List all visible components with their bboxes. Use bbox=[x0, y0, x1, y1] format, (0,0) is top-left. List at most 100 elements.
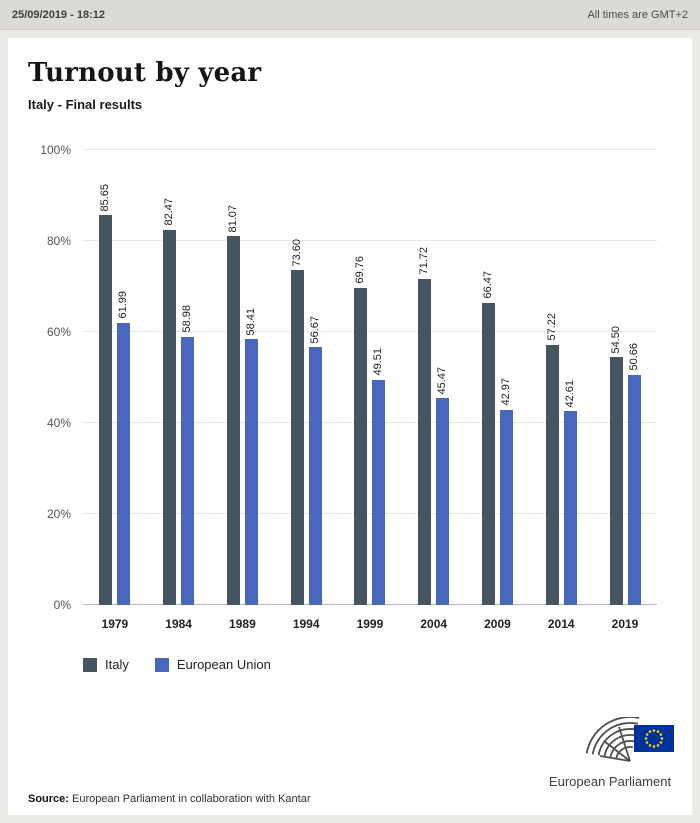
bar-italy-1989[interactable] bbox=[226, 236, 240, 605]
bar-column: 85.65 bbox=[99, 183, 113, 605]
legend: Italy European Union bbox=[83, 657, 692, 672]
bar-column: 57.22 bbox=[545, 313, 559, 605]
gridline bbox=[83, 604, 657, 605]
bar-column: 56.67 bbox=[308, 315, 322, 605]
bar-italy-2004[interactable] bbox=[418, 278, 432, 605]
source-text: European Parliament in collaboration wit… bbox=[68, 793, 311, 805]
bar-value-label: 45.47 bbox=[436, 366, 449, 395]
x-axis-label-2019: 2019 bbox=[611, 617, 639, 631]
ep-logo-text: European Parliament bbox=[548, 774, 672, 789]
bar-column: 42.97 bbox=[499, 378, 513, 605]
bar-group-1994: 73.60 56.67 bbox=[290, 238, 322, 605]
timestamp: 25/09/2019 - 18:12 bbox=[12, 8, 105, 21]
bar-value-label: 50.66 bbox=[627, 342, 640, 371]
bar-value-label: 71.72 bbox=[418, 247, 431, 275]
bar-column: 81.07 bbox=[226, 204, 240, 605]
x-axis-label-1989: 1989 bbox=[229, 617, 256, 631]
bar-group-1979: 85.65 61.99 bbox=[99, 183, 131, 605]
bar-column: 61.99 bbox=[117, 291, 131, 605]
bar-group-2009: 66.47 42.97 bbox=[481, 271, 513, 605]
bar-value-label: 54.50 bbox=[609, 325, 622, 354]
bar-value-label: 56.67 bbox=[308, 315, 321, 344]
gridline bbox=[83, 331, 657, 332]
bar-value-label: 69.76 bbox=[354, 256, 367, 284]
bar-italy-1979[interactable] bbox=[99, 215, 113, 605]
gridline bbox=[83, 422, 657, 423]
x-axis-label-1979: 1979 bbox=[101, 617, 129, 631]
bar-column: 71.72 bbox=[418, 247, 432, 605]
y-axis-tick: 40% bbox=[46, 416, 71, 430]
eu-flag-icon bbox=[634, 725, 674, 752]
bar-column: 49.51 bbox=[372, 348, 386, 605]
bar-column: 69.76 bbox=[354, 256, 368, 605]
legend-swatch bbox=[154, 657, 169, 672]
bar-european-union-1994[interactable] bbox=[308, 347, 322, 605]
bar-value-label: 42.61 bbox=[563, 379, 576, 408]
bar-value-label: 82.47 bbox=[163, 198, 176, 226]
bar-italy-2019[interactable] bbox=[609, 357, 623, 605]
legend-item-european-union[interactable]: European Union bbox=[154, 657, 271, 672]
bar-italy-2009[interactable] bbox=[481, 302, 495, 605]
source-line: Source: European Parliament in collabora… bbox=[28, 793, 311, 805]
bar-value-label: 57.22 bbox=[545, 313, 558, 341]
x-axis-label-1994: 1994 bbox=[292, 617, 320, 631]
bar-european-union-1989[interactable] bbox=[244, 339, 258, 605]
source-label: Source: bbox=[28, 793, 69, 805]
bar-group-1984: 82.47 58.98 bbox=[163, 198, 195, 605]
bar-column: 66.47 bbox=[481, 271, 495, 605]
bar-european-union-1984[interactable] bbox=[181, 336, 195, 605]
bar-group-2014: 57.22 42.61 bbox=[545, 313, 577, 605]
bar-column: 82.47 bbox=[163, 198, 177, 605]
bar-column: 73.60 bbox=[290, 238, 304, 605]
bar-european-union-1999[interactable] bbox=[372, 379, 386, 605]
legend-label: European Union bbox=[176, 657, 271, 672]
y-axis-tick: 60% bbox=[46, 325, 71, 339]
bar-group-2019: 54.50 50.66 bbox=[609, 325, 641, 605]
bar-value-label: 58.41 bbox=[244, 307, 257, 336]
chart-subtitle: Italy - Final results bbox=[28, 97, 143, 112]
x-axis-label-1999: 1999 bbox=[356, 617, 384, 631]
bar-value-label: 66.47 bbox=[481, 271, 494, 299]
plot-area: 0% 20% 40% 60% 80% 100% bbox=[40, 143, 657, 612]
bar-european-union-2009[interactable] bbox=[499, 409, 513, 605]
bar-italy-1984[interactable] bbox=[163, 229, 177, 605]
bar-european-union-1979[interactable] bbox=[117, 322, 131, 605]
bar-european-union-2004[interactable] bbox=[436, 398, 450, 605]
bars-layer: 85.65 61.99 82.47 58.98 81.07 58.41 73.60 56.67… bbox=[83, 150, 657, 605]
bar-column: 42.61 bbox=[563, 379, 577, 605]
bar-column: 58.98 bbox=[181, 305, 195, 605]
bar-value-label: 58.98 bbox=[181, 305, 194, 333]
ep-logo-graphic bbox=[585, 716, 674, 762]
bar-group-1999: 69.76 49.51 bbox=[354, 256, 386, 605]
gridline bbox=[83, 149, 657, 150]
page-title: Turnout by year bbox=[28, 58, 262, 88]
gridline bbox=[83, 513, 657, 514]
bar-italy-1994[interactable] bbox=[290, 270, 304, 605]
y-axis-tick: 0% bbox=[53, 598, 71, 612]
bar-italy-1999[interactable] bbox=[354, 287, 368, 605]
timezone-note: All times are GMT+2 bbox=[587, 8, 688, 21]
bar-value-label: 73.60 bbox=[290, 238, 303, 267]
top-bar: 25/09/2019 - 18:12 All times are GMT+2 bbox=[0, 0, 700, 30]
bar-value-label: 61.99 bbox=[117, 291, 130, 319]
european-parliament-logo: European Parliament bbox=[544, 716, 676, 789]
bar-european-union-2014[interactable] bbox=[563, 411, 577, 605]
bar-value-label: 85.65 bbox=[99, 183, 112, 212]
legend-label: Italy bbox=[105, 657, 129, 672]
bar-column: 54.50 bbox=[609, 325, 623, 605]
bar-european-union-2019[interactable] bbox=[627, 374, 641, 605]
bar-column: 50.66 bbox=[627, 342, 641, 605]
bar-column: 58.41 bbox=[244, 307, 258, 605]
gridline bbox=[83, 240, 657, 241]
legend-item-italy[interactable]: Italy bbox=[83, 657, 129, 672]
bar-italy-2014[interactable] bbox=[545, 344, 559, 605]
y-axis-tick: 20% bbox=[46, 507, 71, 521]
bar-value-label: 81.07 bbox=[226, 204, 239, 233]
bar-group-1989: 81.07 58.41 bbox=[226, 204, 258, 605]
bar-group-2004: 71.72 45.47 bbox=[418, 247, 450, 605]
bar-column: 45.47 bbox=[436, 366, 450, 605]
bar-value-label: 49.51 bbox=[372, 348, 385, 376]
x-axis-label-2009: 2009 bbox=[484, 617, 511, 631]
y-axis-tick: 100% bbox=[40, 143, 71, 157]
y-axis-tick: 80% bbox=[46, 234, 71, 248]
